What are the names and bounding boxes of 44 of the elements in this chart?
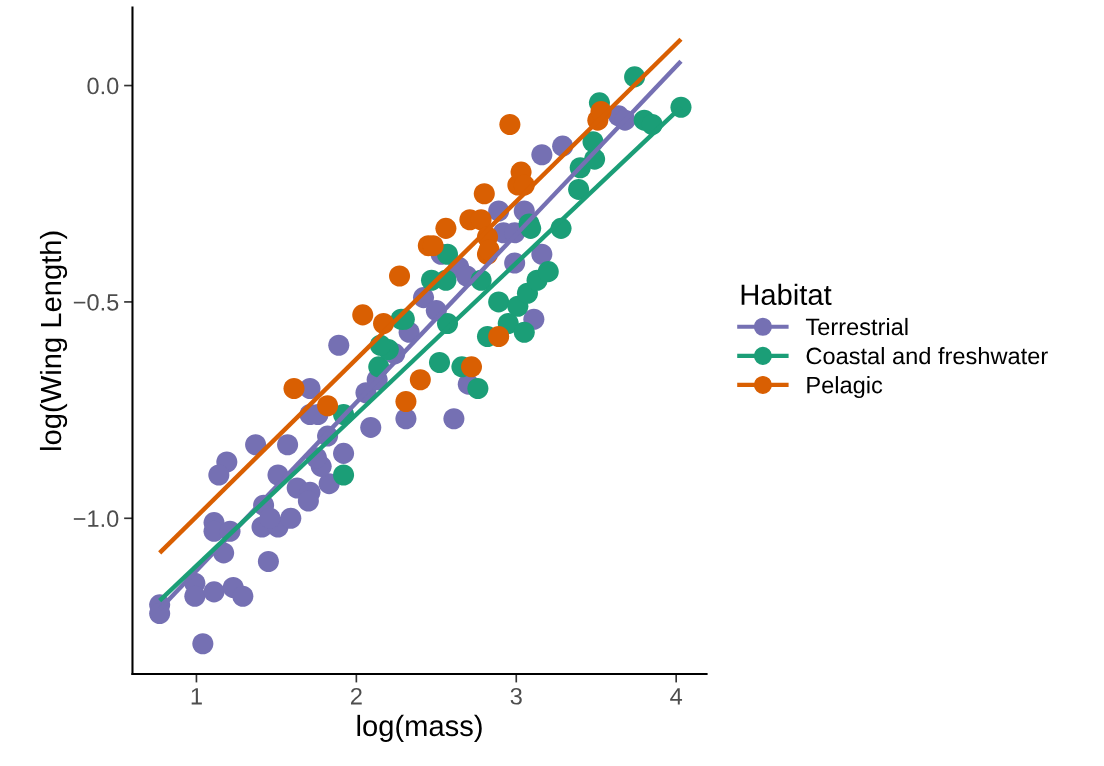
x-tick-label: 4 (670, 688, 683, 705)
point (460, 356, 483, 378)
point (435, 217, 457, 239)
x-tick-label: 3 (510, 687, 522, 705)
y-tick-label: −0.5 (73, 293, 119, 311)
x-axis-title: log(mass) (357, 714, 482, 743)
point (395, 390, 417, 412)
point (317, 395, 339, 417)
point (257, 551, 279, 573)
point (208, 464, 230, 486)
point (443, 408, 465, 430)
point (499, 113, 521, 136)
point (473, 183, 495, 205)
point (283, 377, 305, 399)
legend-label: Terrestrial (805, 317, 908, 336)
point (203, 581, 225, 603)
legend-label: Pelagic (807, 376, 883, 399)
point (409, 369, 431, 391)
y-axis-title: log(Wing Length) (39, 231, 68, 450)
x-tick-label: 1 (191, 688, 202, 705)
point (428, 351, 451, 374)
x-tick-label: 2 (350, 687, 362, 705)
legend-title: Habitat (741, 283, 832, 306)
point (488, 326, 510, 348)
point (389, 265, 411, 287)
point (277, 434, 299, 456)
point (568, 178, 590, 200)
point (488, 291, 510, 313)
y-tick-label: −1.0 (73, 510, 119, 528)
y-tick-label: 0.0 (87, 77, 119, 95)
point (192, 633, 214, 655)
point (352, 304, 374, 326)
point (360, 416, 382, 438)
legend-label: Coastal and freshwater (806, 347, 1048, 365)
point (232, 585, 254, 607)
point (531, 243, 553, 265)
point (467, 377, 489, 399)
point (531, 144, 553, 166)
point (537, 261, 559, 283)
point (333, 464, 355, 486)
point (333, 442, 355, 464)
point (280, 507, 302, 529)
point (328, 334, 350, 356)
point (513, 321, 535, 343)
